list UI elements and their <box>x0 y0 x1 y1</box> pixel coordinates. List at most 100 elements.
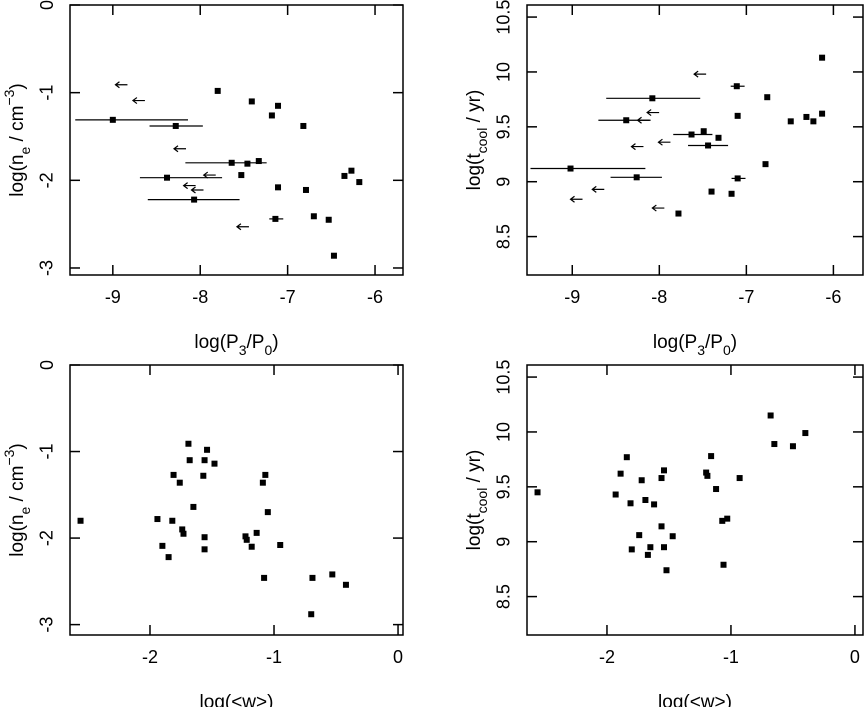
y-tick-label: 10 <box>494 62 514 82</box>
point <box>164 174 171 181</box>
point <box>675 210 682 217</box>
y-tick-label: -3 <box>37 260 57 276</box>
point <box>642 497 649 503</box>
point <box>277 542 284 548</box>
upper-limit-arrow <box>651 204 665 212</box>
y-tick-label: 8.5 <box>494 224 514 249</box>
point <box>268 112 275 119</box>
point <box>700 128 707 135</box>
label-part: 0 <box>723 342 731 358</box>
point <box>275 184 282 191</box>
x-tick-label: 0 <box>393 647 403 667</box>
label-part: log(P <box>194 332 238 353</box>
plot-frame <box>69 4 404 276</box>
point <box>253 529 260 536</box>
label-part: /P <box>705 332 723 353</box>
label-part: log(n <box>7 155 28 197</box>
point <box>728 190 735 197</box>
point <box>663 567 670 574</box>
upper-limit-arrow <box>131 97 145 105</box>
upper-limit-arrow <box>569 195 583 203</box>
x-tick-label: -9 <box>564 287 580 307</box>
upper-limit-arrow <box>190 186 204 194</box>
point <box>762 161 769 168</box>
point <box>342 581 349 588</box>
y-tick-label: -1 <box>37 444 57 460</box>
label-part: log(n <box>7 515 28 557</box>
point <box>567 165 574 172</box>
point <box>636 532 643 539</box>
point <box>715 134 722 141</box>
point <box>789 443 796 450</box>
point <box>329 571 336 578</box>
label-part: / yr) <box>464 90 485 128</box>
point <box>244 160 251 167</box>
point <box>767 412 774 419</box>
point <box>720 561 727 568</box>
x-tick-label: -1 <box>723 647 739 667</box>
point <box>186 457 193 464</box>
label-part: −3 <box>1 89 17 105</box>
point <box>310 213 317 220</box>
point <box>819 110 826 117</box>
y-tick-label: 9.5 <box>494 114 514 139</box>
point <box>259 479 266 486</box>
point <box>719 517 726 524</box>
y-tick-label: 10 <box>494 422 514 442</box>
x-tick-label: -2 <box>599 647 615 667</box>
plot-frame <box>69 364 404 636</box>
point <box>623 454 630 461</box>
label-part: −3 <box>1 449 17 465</box>
point <box>261 574 268 581</box>
point <box>300 122 307 129</box>
y-tick-label: -2 <box>37 172 57 188</box>
point <box>201 457 208 464</box>
label-part: log(t <box>464 153 485 191</box>
point <box>190 503 197 510</box>
label-part: ) <box>7 83 28 89</box>
point <box>688 131 695 138</box>
point <box>810 118 817 125</box>
point <box>248 543 255 550</box>
point <box>341 172 348 179</box>
x-tick-label: -7 <box>280 287 296 307</box>
point <box>651 501 658 508</box>
y-axis-label: log(tcool / yr) <box>464 90 490 191</box>
point <box>802 430 809 437</box>
x-tick-label: -2 <box>142 647 158 667</box>
upper-limit-arrow <box>173 145 187 153</box>
point <box>669 533 676 540</box>
y-tick-label: 9.5 <box>494 474 514 499</box>
point <box>77 517 84 524</box>
panel: -2 -1 0 8.5 9 9.5 10 10.5 log(<w>) log(tcool / yr… <box>464 360 864 707</box>
point <box>647 544 654 551</box>
label-part: / cm <box>7 106 28 147</box>
point <box>159 542 166 549</box>
label-part: 3 <box>239 342 247 358</box>
point <box>262 471 269 478</box>
point <box>185 440 192 447</box>
y-tick-label: 10.5 <box>494 360 514 395</box>
label-part: 3 <box>697 342 705 358</box>
point <box>628 546 635 553</box>
panel: -2 -1 0 -3 -2 -1 0 log(<w>) log(ne / cm−3) <box>1 360 404 707</box>
y-tick-label: 8.5 <box>494 584 514 609</box>
point <box>733 83 740 90</box>
point <box>713 486 720 493</box>
x-tick-label: -9 <box>105 287 121 307</box>
x-tick-label: -6 <box>825 287 841 307</box>
point <box>204 446 211 453</box>
point <box>633 174 640 181</box>
x-axis-label: log(<w>) <box>200 692 274 707</box>
label-part: log(P <box>653 332 697 353</box>
x-axis-label: log(<w>) <box>658 692 732 707</box>
y-axis-label: log(ne / cm−3) <box>1 83 33 197</box>
upper-limit-arrow <box>114 81 128 89</box>
label-part: ) <box>7 443 28 449</box>
point <box>623 117 630 124</box>
point <box>819 54 826 61</box>
point <box>214 87 221 94</box>
point <box>264 509 271 516</box>
point <box>534 489 541 496</box>
